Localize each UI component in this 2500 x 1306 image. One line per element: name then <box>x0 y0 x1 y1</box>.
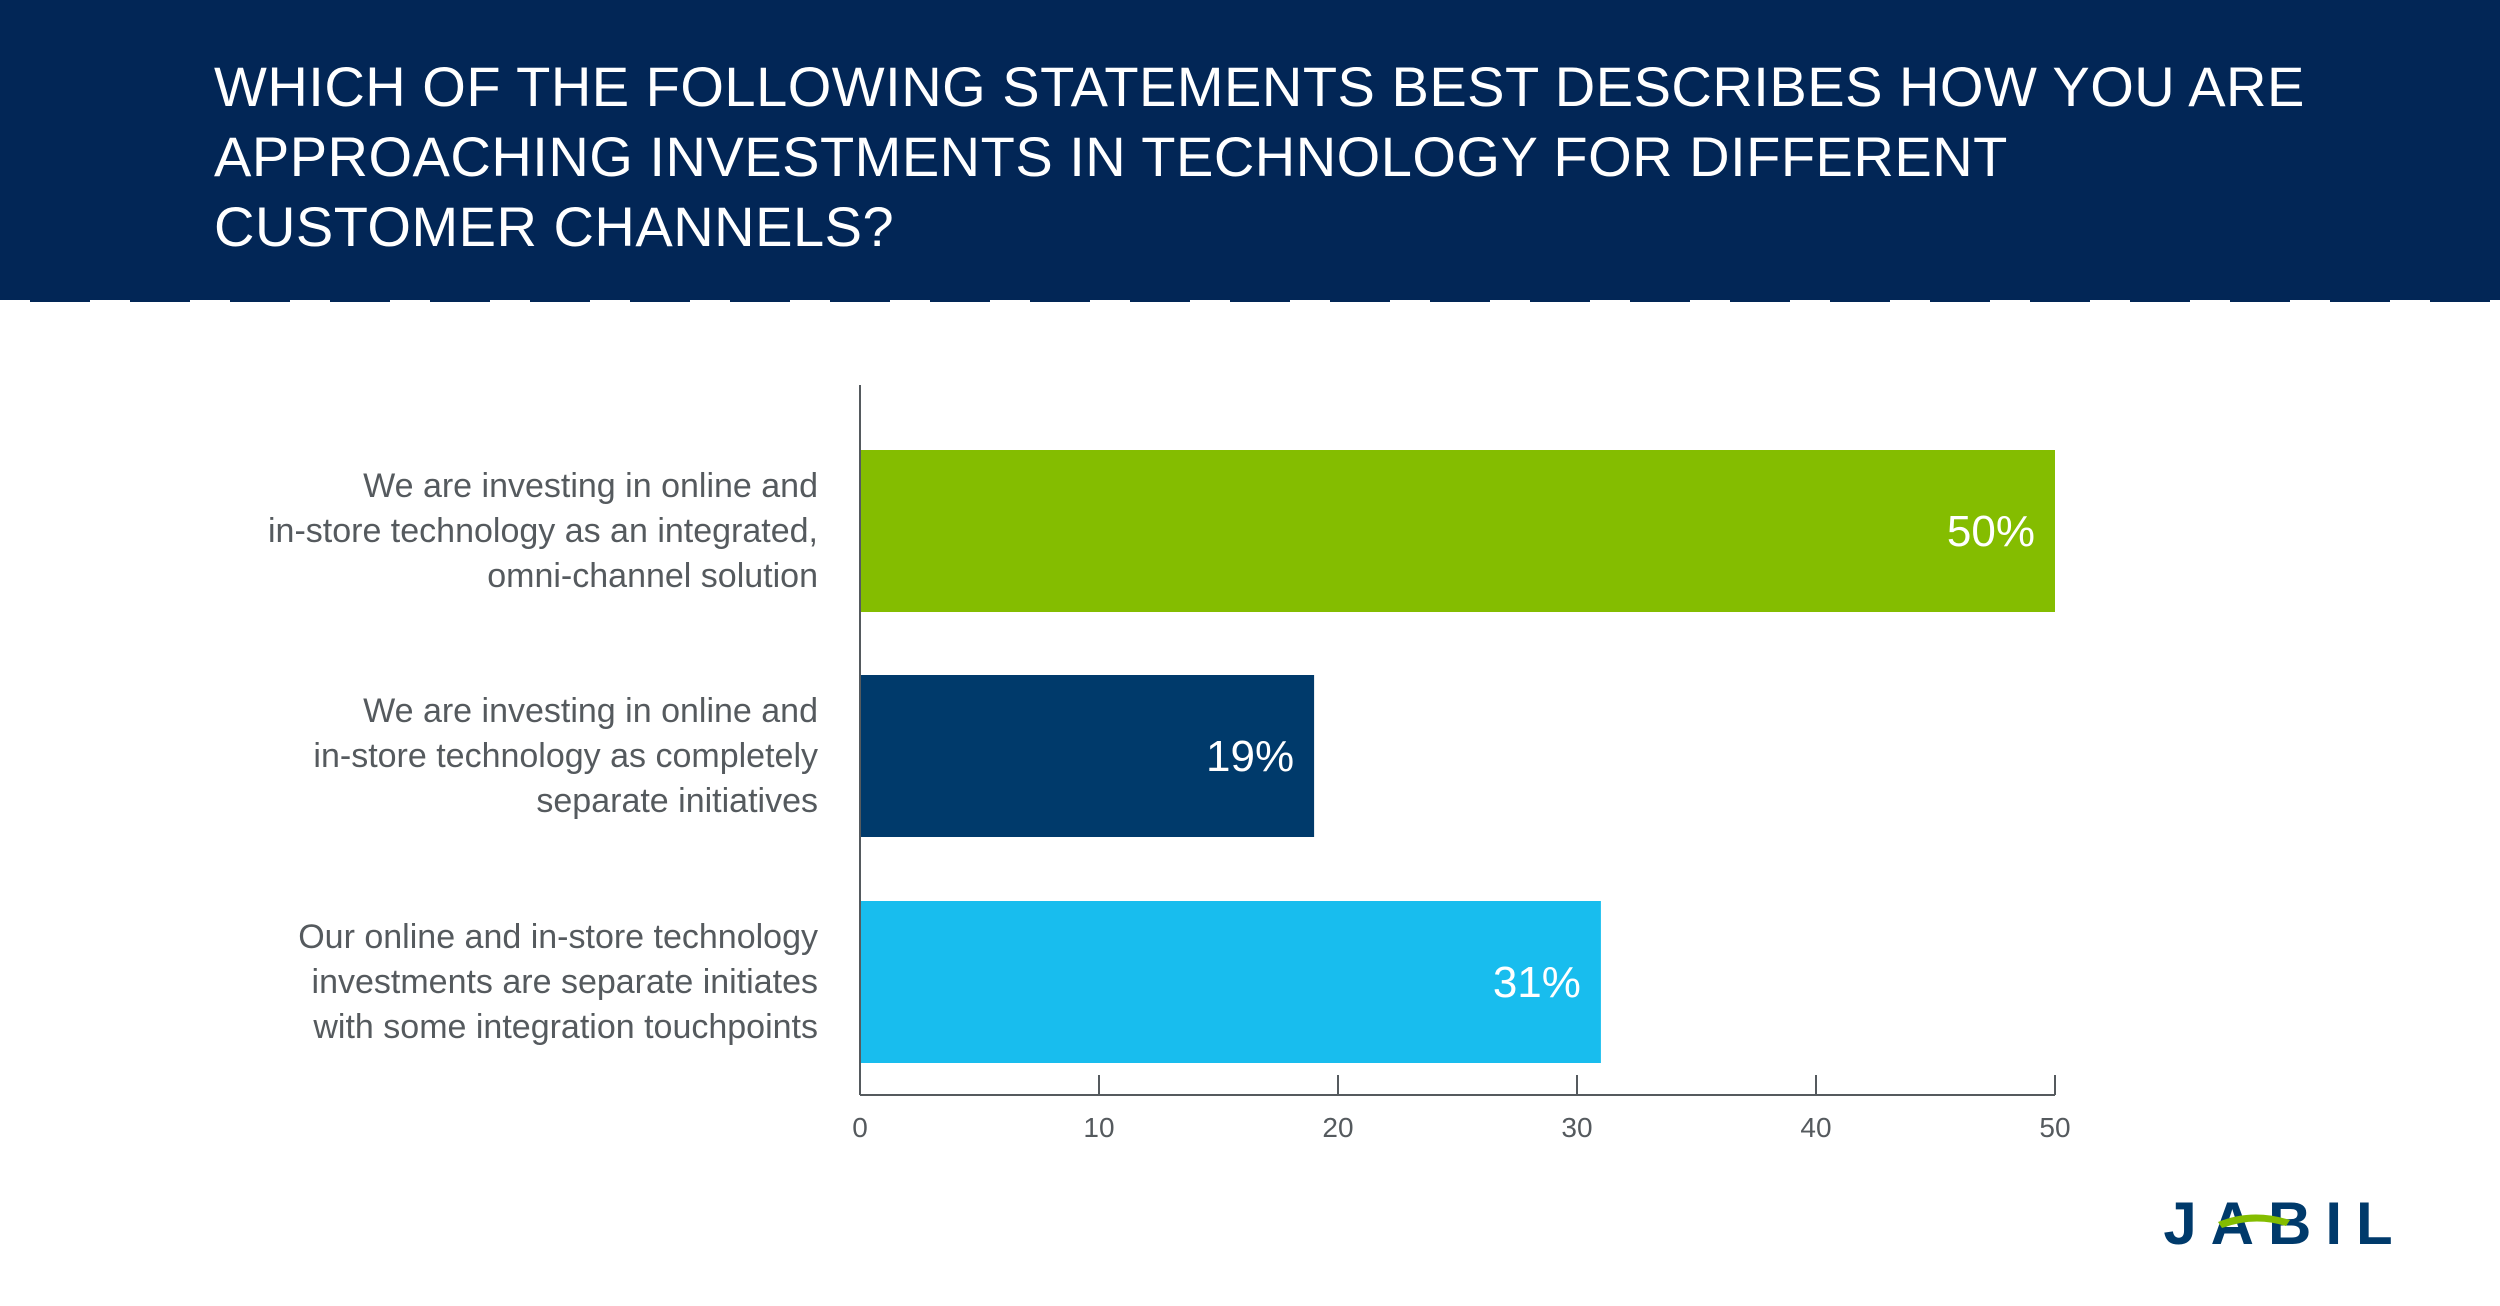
divider-dash <box>430 297 490 302</box>
category-label: We are investing in online and in-store t… <box>118 464 818 599</box>
divider-dash <box>1530 297 1590 302</box>
divider-dash <box>1630 297 1690 302</box>
divider-dash <box>1930 297 1990 302</box>
divider-dash <box>1030 297 1090 302</box>
category-label-line: in-store technology as an integrated, <box>267 511 818 550</box>
divider-dash <box>2030 297 2090 302</box>
divider-dash <box>2230 297 2290 302</box>
divider-dash <box>830 297 890 302</box>
divider-dash <box>2130 297 2190 302</box>
divider-dash <box>1130 297 1190 302</box>
category-label-line: We are investing in online and <box>363 691 818 730</box>
category-label: We are investing in online and in-store t… <box>118 689 818 824</box>
divider-dash <box>1330 297 1390 302</box>
category-label-line: omni-channel solution <box>487 556 818 595</box>
x-tick-label: 50 <box>2039 1112 2070 1143</box>
x-tick-label: 40 <box>1800 1112 1831 1143</box>
category-label-line: Our online and in-store technology <box>298 917 818 956</box>
divider-dash <box>230 297 290 302</box>
divider-dash <box>130 297 190 302</box>
divider-dash <box>1230 297 1290 302</box>
x-tick-label: 10 <box>1083 1112 1114 1143</box>
jabil-logo: JABIL <box>2163 1190 2392 1257</box>
category-label: Our online and in-store technology invest… <box>118 915 818 1050</box>
bar-data-label: 50% <box>1947 507 2035 556</box>
page-title: WHICH OF THE FOLLOWING STATEMENTS BEST D… <box>214 55 2305 258</box>
bar-data-label: 19% <box>1206 732 1294 781</box>
category-label-line: We are investing in online and <box>363 466 818 505</box>
x-tick-label: 0 <box>852 1112 868 1143</box>
divider-dash <box>1830 297 1890 302</box>
divider-dash <box>730 297 790 302</box>
bar <box>860 901 1601 1063</box>
category-label-line: with some integration touchpoints <box>313 1007 818 1046</box>
dashed-divider <box>30 297 2490 302</box>
divider-dash <box>1430 297 1490 302</box>
category-label-line: investments are separate initiates <box>311 962 818 1001</box>
divider-dash <box>930 297 990 302</box>
divider-dash <box>30 297 90 302</box>
divider-dash <box>630 297 690 302</box>
divider-dash <box>1730 297 1790 302</box>
bar <box>860 450 2055 612</box>
divider-dash <box>330 297 390 302</box>
category-label-line: in-store technology as completely <box>313 736 818 775</box>
divider-dash <box>2330 297 2390 302</box>
x-tick-label: 20 <box>1322 1112 1353 1143</box>
logo-swoosh <box>2218 1214 2290 1228</box>
divider-dash <box>530 297 590 302</box>
header-banner: WHICH OF THE FOLLOWING STATEMENTS BEST D… <box>0 0 2500 300</box>
divider-dash <box>2430 297 2490 302</box>
bar-data-label: 31% <box>1493 958 1581 1007</box>
category-label-line: separate initiatives <box>536 781 818 820</box>
x-tick-label: 30 <box>1561 1112 1592 1143</box>
bar <box>860 675 1315 837</box>
